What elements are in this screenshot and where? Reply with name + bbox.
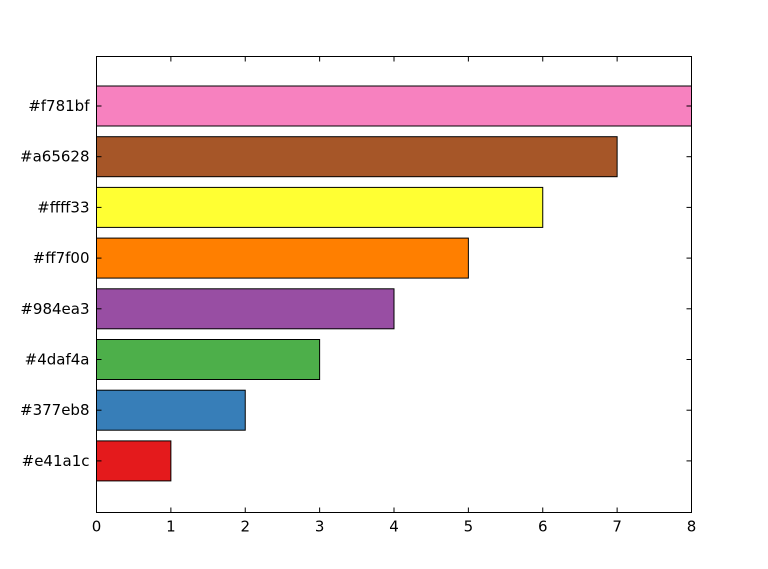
bar-ffff33 [96,186,544,228]
bar-e41a1c [96,440,172,482]
y-tick-label: #f781bf [28,97,90,115]
y-tick-label: #ff7f00 [33,249,90,267]
x-tick-label: 1 [166,518,176,536]
bar-984ea3 [96,288,395,330]
y-tick-label: #e41a1c [22,452,90,470]
bars-layer [96,85,692,482]
bar-377eb8 [96,389,246,431]
x-tick-label: 4 [389,518,399,536]
y-tick-label: #ffff33 [37,198,89,216]
y-tick-label: #377eb8 [20,401,90,419]
y-tick-label: #984ea3 [20,300,89,318]
y-tick-label: #4daf4a [25,351,90,369]
x-tick-label: 8 [687,518,697,536]
x-tick-label: 5 [464,518,474,536]
bar-ff7f00 [96,237,469,279]
x-tick-label: 3 [315,518,325,536]
bar-f781bf [96,85,692,127]
x-tick-label: 0 [92,518,102,536]
x-tick-label: 2 [240,518,250,536]
labels-layer: #e41a1c #377eb8 #4daf4a #984ea3 #ff7f00 #ffff… [20,97,696,536]
x-tick-label: 7 [612,518,622,536]
plot-frame [96,56,692,513]
bar-a65628 [96,136,618,178]
y-tick-label: #a65628 [20,148,89,166]
x-tick-label: 6 [538,518,548,536]
bar-4daf4a [96,339,321,380]
